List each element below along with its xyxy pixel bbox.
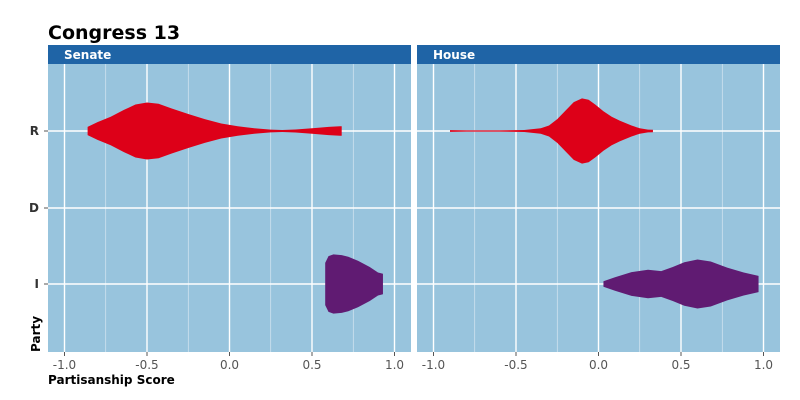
y-axis-title: Party — [29, 316, 43, 352]
x-tick-label: 1.0 — [754, 358, 773, 372]
violin-senate-r — [87, 102, 342, 160]
x-tick-label: -0.5 — [504, 358, 527, 372]
facet-panels: Senate -1.0 -0.5 0.0 0.5 1.0 House -1.0 -0.5 0.0 0… — [48, 45, 780, 372]
panel-senate: Senate -1.0 -0.5 0.0 0.5 1.0 — [48, 45, 411, 372]
x-tick-label: 0.0 — [589, 358, 608, 372]
y-tick-label-i: I — [35, 277, 39, 291]
facet-strip-label: House — [433, 48, 475, 62]
x-tick-label: 0.0 — [220, 358, 239, 372]
x-tick-label: 1.0 — [385, 358, 404, 372]
y-axis: R D I — [29, 124, 48, 291]
facet-strip — [417, 45, 780, 64]
violin-house-r — [450, 98, 653, 164]
y-tick-label-r: R — [30, 124, 39, 138]
facet-strip-label: Senate — [64, 48, 111, 62]
x-tick-label: 0.5 — [302, 358, 321, 372]
x-tick-label: 0.5 — [671, 358, 690, 372]
y-tick-label-d: D — [29, 201, 39, 215]
violin-senate-i — [325, 254, 383, 314]
panel-house: House -1.0 -0.5 0.0 0.5 1.0 — [417, 45, 780, 372]
facet-strip — [48, 45, 411, 64]
violin-house-i — [603, 259, 759, 309]
x-axis-title: Partisanship Score — [48, 373, 175, 387]
x-tick-label: -1.0 — [53, 358, 76, 372]
chart-title: Congress 13 — [48, 22, 180, 44]
x-tick-label: -1.0 — [422, 358, 445, 372]
x-tick-label: -0.5 — [135, 358, 158, 372]
